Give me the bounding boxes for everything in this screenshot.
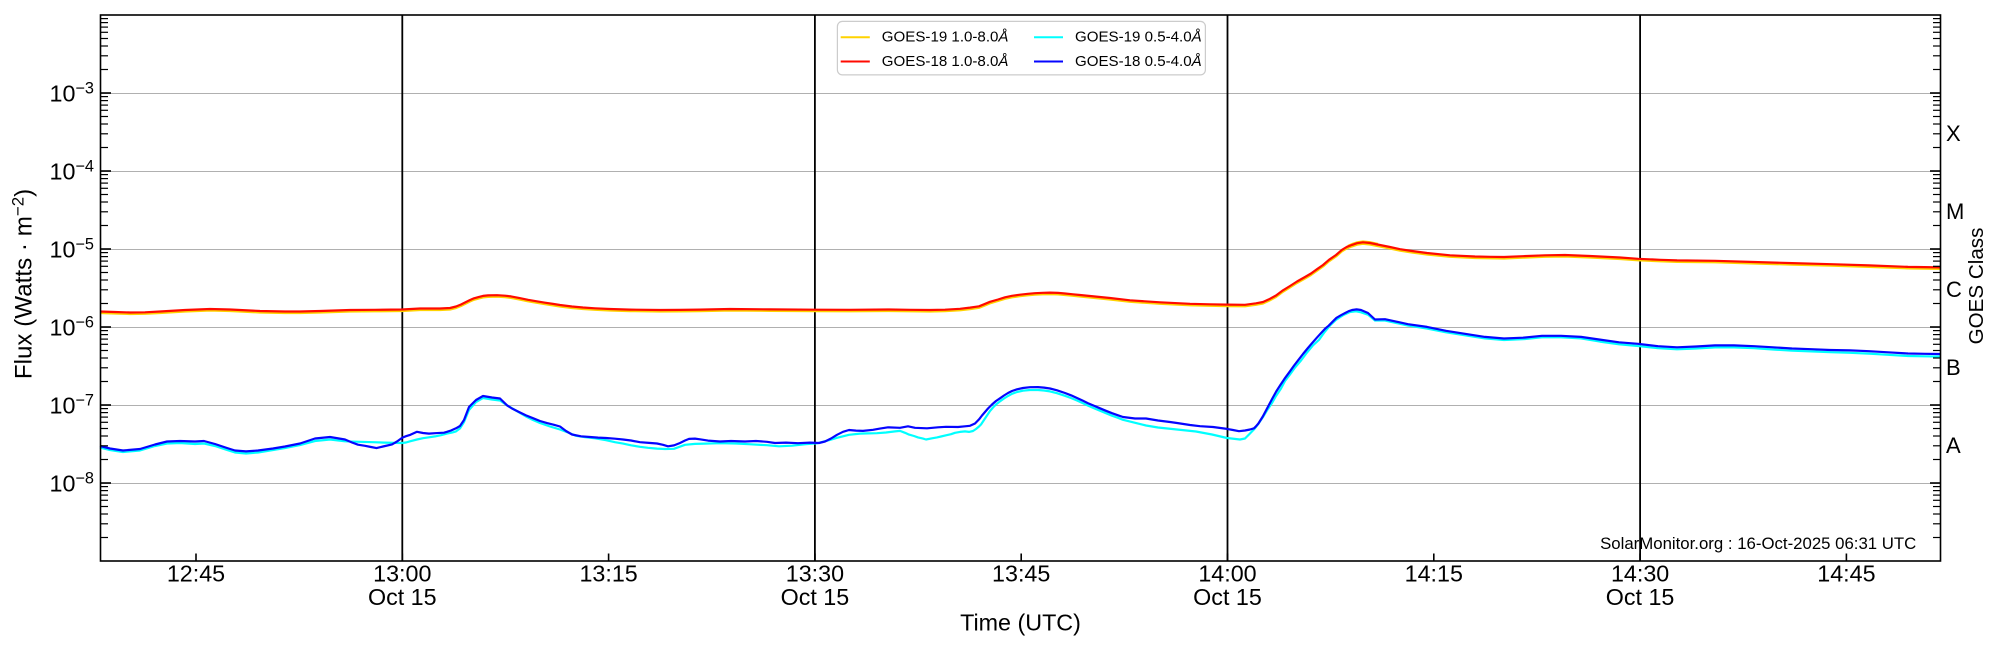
svg-text:14:00: 14:00 [1198, 561, 1256, 587]
svg-text:13:30: 13:30 [786, 561, 844, 587]
svg-text:14:15: 14:15 [1405, 561, 1463, 587]
svg-text:14:30: 14:30 [1611, 561, 1669, 587]
svg-text:Oct 15: Oct 15 [368, 584, 437, 610]
svg-text:GOES Class: GOES Class [1965, 228, 1988, 345]
svg-text:13:45: 13:45 [992, 561, 1050, 587]
svg-text:10−3: 10−3 [50, 79, 95, 106]
svg-text:Oct 15: Oct 15 [1193, 584, 1262, 610]
svg-text:GOES-19 0.5-4.0Å: GOES-19 0.5-4.0Å [1075, 29, 1202, 46]
svg-text:Flux (Watts · m−2): Flux (Watts · m−2) [8, 189, 37, 379]
svg-text:B: B [1946, 355, 1961, 380]
svg-text:10−4: 10−4 [50, 157, 95, 184]
svg-text:Oct 15: Oct 15 [781, 584, 850, 610]
svg-text:14:45: 14:45 [1817, 561, 1875, 587]
svg-text:10−6: 10−6 [50, 313, 95, 340]
svg-text:Time (UTC): Time (UTC) [960, 610, 1081, 636]
svg-text:M: M [1946, 199, 1964, 224]
svg-text:GOES-18 1.0-8.0Å: GOES-18 1.0-8.0Å [882, 53, 1009, 70]
svg-text:SolarMonitor.org : 16-Oct-2025: SolarMonitor.org : 16-Oct-2025 06:31 UTC [1600, 534, 1916, 553]
svg-text:Oct 15: Oct 15 [1606, 584, 1675, 610]
svg-text:GOES-18 0.5-4.0Å: GOES-18 0.5-4.0Å [1075, 53, 1202, 70]
svg-text:C: C [1946, 277, 1962, 302]
svg-text:X: X [1946, 121, 1961, 146]
svg-text:13:15: 13:15 [579, 561, 637, 587]
svg-text:13:00: 13:00 [373, 561, 431, 587]
svg-text:GOES-19 1.0-8.0Å: GOES-19 1.0-8.0Å [882, 29, 1009, 46]
svg-text:12:45: 12:45 [167, 561, 225, 587]
svg-text:A: A [1946, 433, 1961, 458]
